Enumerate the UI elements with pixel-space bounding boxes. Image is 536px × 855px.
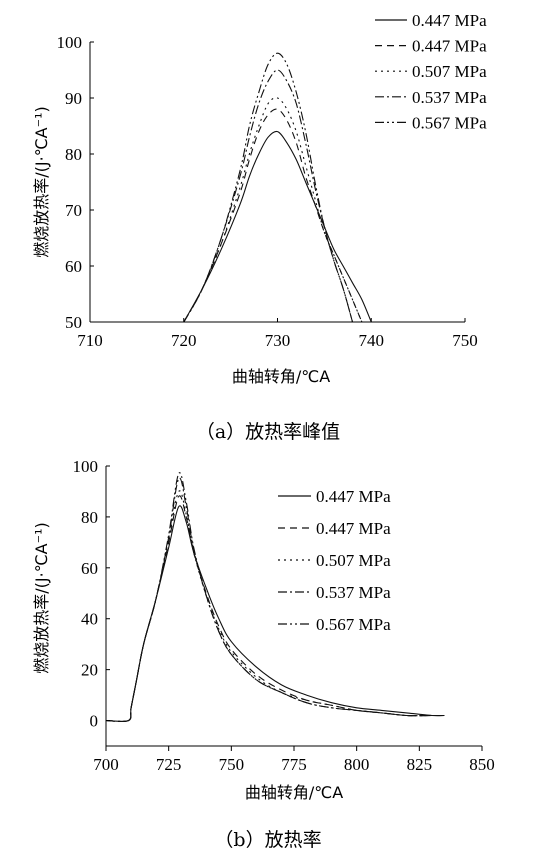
series-line-2 bbox=[183, 108, 363, 323]
chart-a-x-axis-title: 曲轴转角/℃A bbox=[232, 367, 330, 386]
x-tick-label: 750 bbox=[219, 755, 245, 774]
chart-a: 710 720 730 740 750 50 60 70 80 90 100 曲轴转角/℃A 燃烧… bbox=[32, 11, 487, 443]
chart-a-y-axis-title: 燃烧放热率/(J·℃A⁻¹) bbox=[32, 106, 51, 257]
y-tick-label: 50 bbox=[65, 313, 82, 332]
y-tick-label: 100 bbox=[57, 33, 83, 52]
chart-a-legend: 0.447 MPa 0.447 MPa 0.507 MPa 0.537 MPa 0.56… bbox=[375, 11, 487, 132]
y-tick-label: 40 bbox=[81, 610, 98, 629]
series-line-1 bbox=[183, 130, 372, 323]
chart-b-axes bbox=[105, 466, 482, 747]
y-tick-label: 60 bbox=[65, 257, 82, 276]
chart-a-caption: （a）放热率峰值 bbox=[196, 421, 340, 443]
legend-label: 0.447 MPa bbox=[316, 487, 391, 506]
legend-label: 0.567 MPa bbox=[412, 113, 487, 132]
chart-b-caption: （b）放热率 bbox=[214, 829, 321, 851]
y-tick-label: 80 bbox=[65, 145, 82, 164]
x-tick-label: 800 bbox=[344, 755, 370, 774]
series-line-4 bbox=[105, 477, 445, 723]
series-line-3 bbox=[183, 97, 363, 323]
y-tick-label: 0 bbox=[90, 712, 99, 731]
series-line-2 bbox=[105, 495, 445, 723]
series-line-4 bbox=[183, 69, 354, 323]
x-tick-label: 710 bbox=[77, 331, 103, 350]
series-line-3 bbox=[105, 490, 445, 723]
chart-a-series bbox=[183, 52, 372, 323]
x-tick-label: 825 bbox=[407, 755, 433, 774]
x-tick-label: 720 bbox=[171, 331, 197, 350]
y-tick-label: 100 bbox=[73, 457, 99, 476]
legend-label: 0.447 MPa bbox=[316, 519, 391, 538]
legend-label: 0.567 MPa bbox=[316, 615, 391, 634]
x-tick-label: 775 bbox=[281, 755, 307, 774]
x-tick-label: 730 bbox=[265, 331, 291, 350]
chart-b-plot: 700 725 750 775 800 825 850 0 20 40 60 80 100 bbox=[73, 457, 495, 774]
y-tick-label: 60 bbox=[81, 559, 98, 578]
series-line-5 bbox=[105, 472, 445, 723]
chart-b-x-axis-title: 曲轴转角/℃A bbox=[245, 783, 343, 802]
chart-b: 700 725 750 775 800 825 850 0 20 40 60 80 100 曲轴转角/… bbox=[32, 457, 495, 851]
chart-a-y-ticks: 50 60 70 80 90 100 bbox=[57, 33, 94, 332]
legend-label: 0.507 MPa bbox=[316, 551, 391, 570]
chart-b-y-ticks: 0 20 40 60 80 100 bbox=[73, 457, 110, 731]
x-tick-label: 750 bbox=[452, 331, 478, 350]
x-tick-label: 700 bbox=[93, 755, 119, 774]
y-tick-label: 70 bbox=[65, 201, 82, 220]
legend-label: 0.447 MPa bbox=[412, 37, 487, 56]
y-tick-label: 90 bbox=[65, 89, 82, 108]
chart-a-axes bbox=[89, 42, 465, 323]
x-tick-label: 850 bbox=[469, 755, 495, 774]
chart-a-plot: 710 720 730 740 750 50 60 70 80 90 100 bbox=[57, 33, 478, 350]
legend-label: 0.537 MPa bbox=[316, 583, 391, 602]
x-tick-label: 725 bbox=[156, 755, 182, 774]
chart-b-x-ticks: 700 725 750 775 800 825 850 bbox=[93, 746, 495, 774]
x-tick-label: 740 bbox=[359, 331, 385, 350]
series-line-5 bbox=[183, 52, 354, 323]
legend-label: 0.507 MPa bbox=[412, 62, 487, 81]
chart-b-series bbox=[105, 472, 445, 723]
chart-b-legend: 0.447 MPa 0.447 MPa 0.507 MPa 0.537 MPa 0.56… bbox=[278, 487, 391, 634]
y-tick-label: 80 bbox=[81, 508, 98, 527]
y-tick-label: 20 bbox=[81, 661, 98, 680]
legend-label: 0.447 MPa bbox=[412, 11, 487, 30]
chart-b-y-axis-title: 燃烧放热率/(J·℃A⁻¹) bbox=[32, 522, 51, 673]
chart-a-x-ticks: 710 720 730 740 750 bbox=[77, 318, 478, 350]
legend-label: 0.537 MPa bbox=[412, 88, 487, 107]
